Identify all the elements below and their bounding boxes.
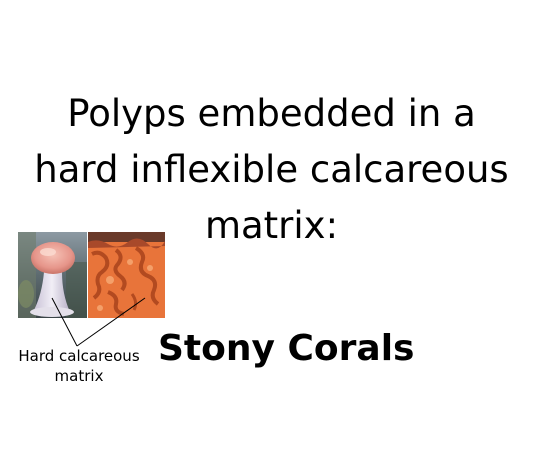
- heading-line-1: Polyps embedded in a: [67, 92, 476, 135]
- heading-line-3: matrix:: [204, 204, 339, 247]
- title: Stony Corals: [158, 328, 415, 369]
- caption-line-1: Hard calcareous: [18, 347, 140, 365]
- caption-line-2: matrix: [54, 367, 104, 385]
- heading-line-2: hard inflexible calcareous: [34, 148, 509, 191]
- caption: Hard calcareous matrix: [8, 346, 150, 386]
- heading: Polyps embedded in a hard inflexible cal…: [0, 86, 543, 254]
- polyp-photo: [18, 232, 87, 318]
- coral-skeleton-photo: [88, 232, 165, 318]
